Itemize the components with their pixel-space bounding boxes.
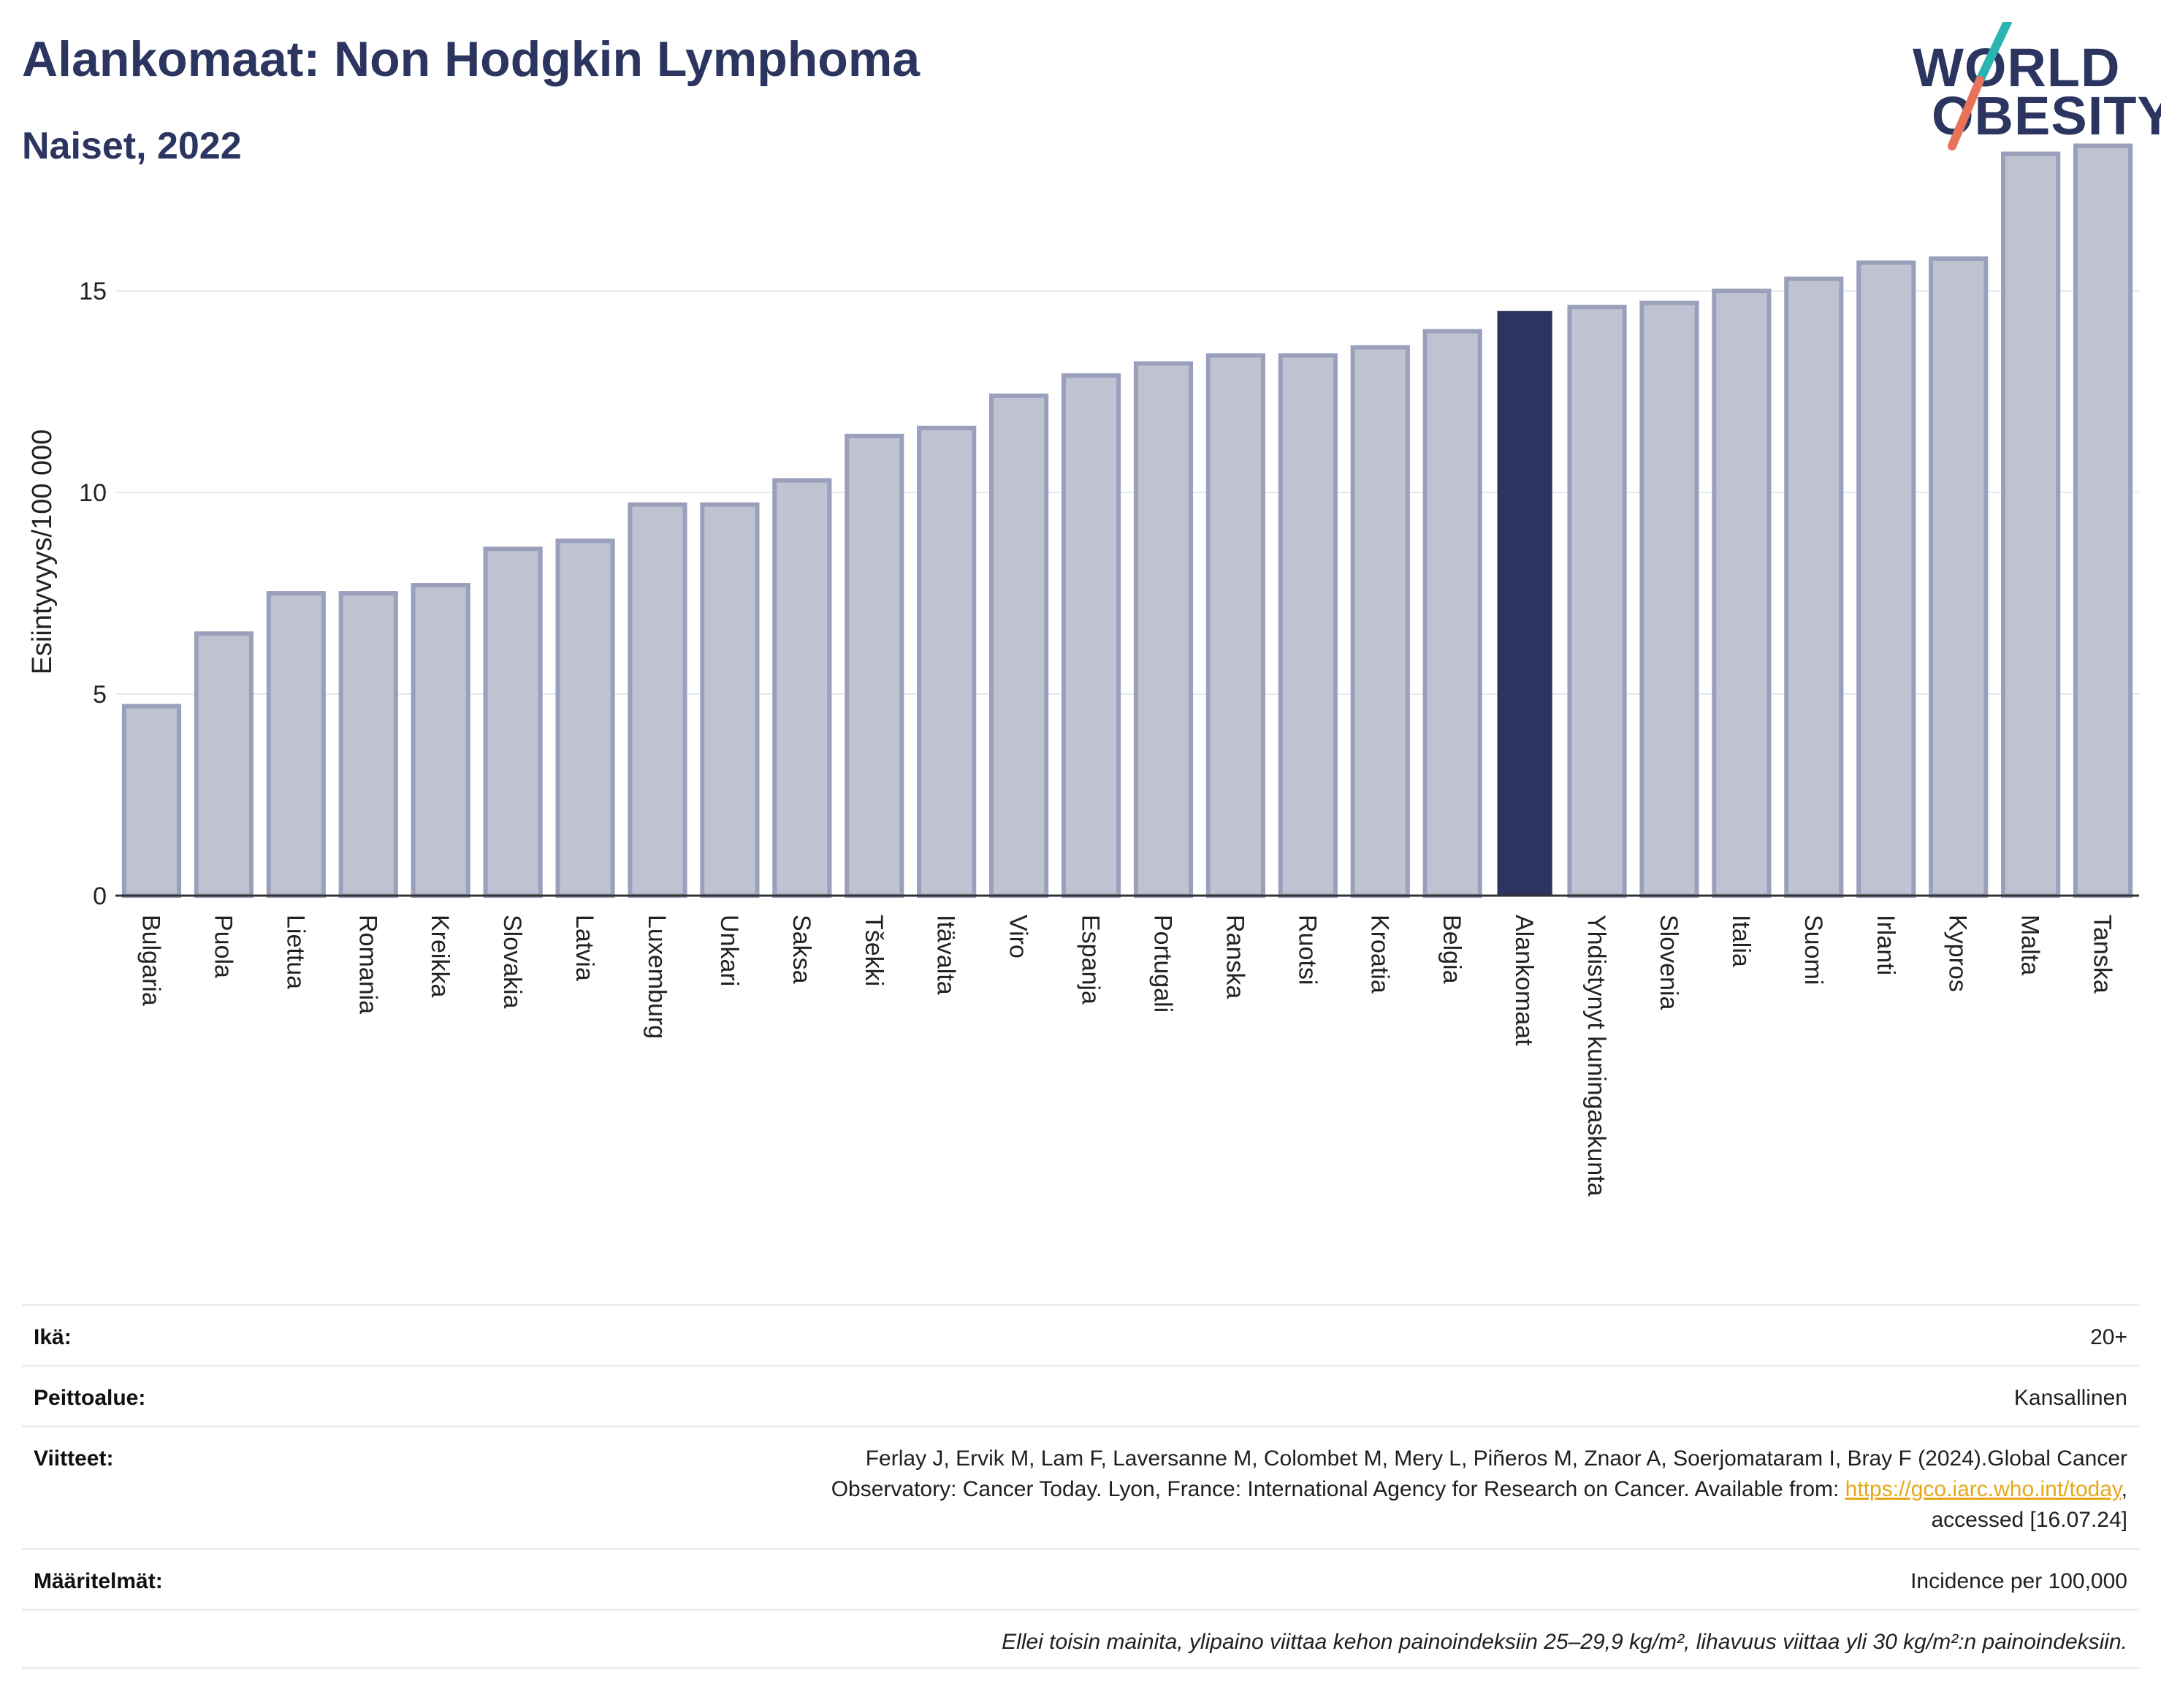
age-label: Ikä: [34, 1325, 72, 1349]
x-tick-label: Slovenia [1655, 915, 1682, 1010]
x-tick-label: Ranska [1221, 915, 1249, 999]
references-line1: Ferlay J, Ervik M, Lam F, Laversanne M, … [865, 1446, 2127, 1471]
definitions-value: Incidence per 100,000 [1910, 1569, 2127, 1593]
bar [772, 478, 832, 898]
references-line2: Observatory: Cancer Today. Lyon, France:… [831, 1477, 1845, 1501]
x-tick-label: Yhdistynyt kuningaskunta [1582, 915, 1610, 1197]
bar [194, 631, 254, 898]
bar [483, 546, 543, 898]
info-row-note: Ellei toisin mainita, ylipaino viittaa k… [22, 1609, 2139, 1669]
info-row-references: Viitteet: Ferlay J, Ervik M, Lam F, Lave… [22, 1425, 2139, 1548]
x-tick-label: Latvia [571, 915, 598, 981]
x-tick-label: Alankomaat [1510, 915, 1538, 1046]
y-tick-label: 5 [93, 681, 107, 709]
bar [266, 591, 326, 898]
info-row-coverage: Peittoalue: Kansallinen [22, 1365, 2139, 1425]
bar [2001, 151, 2061, 898]
x-tick-label: Viro [1005, 915, 1032, 958]
bar [1422, 329, 1482, 898]
bar [917, 425, 977, 898]
y-axis-label: Esiintyvyys/100 000 [27, 430, 58, 675]
x-tick-label: Malta [2016, 915, 2044, 975]
bar [1784, 276, 1844, 898]
x-tick-label: Slovakia [498, 915, 526, 1009]
x-tick-label: Itävalta [932, 915, 960, 995]
bar [1278, 353, 1338, 899]
references-link[interactable]: https://gco.iarc.who.int/today [1845, 1477, 2122, 1501]
world-obesity-logo: WORLD OBESITY [1899, 22, 2161, 153]
bar [1061, 373, 1121, 898]
bar [2073, 143, 2133, 898]
x-tick-label: Unkari [715, 915, 743, 986]
chart-subtitle: Naiset, 2022 [22, 125, 242, 167]
x-tick-label: Tšekki [860, 915, 888, 986]
x-tick-label: Italia [1727, 915, 1755, 967]
bar [1133, 361, 1194, 899]
bar [845, 433, 904, 898]
coverage-label: Peittoalue: [34, 1386, 146, 1410]
bar [1712, 289, 1772, 898]
bar [121, 704, 182, 899]
x-tick-label: Portugali [1148, 915, 1176, 1013]
x-tick-label: Irlanti [1872, 915, 1899, 975]
x-tick-label: Luxemburg [643, 915, 671, 1039]
bar [1567, 305, 1627, 898]
footnote: Ellei toisin mainita, ylipaino viittaa k… [1002, 1630, 2127, 1654]
bar [1929, 256, 1989, 898]
references-value: Ferlay J, Ervik M, Lam F, Laversanne M, … [831, 1444, 2127, 1536]
bar [1350, 345, 1410, 899]
bar-chart: 0 5 10 15 Esiintyvyys/100 000 Bulgaria Puola Li… [27, 143, 2139, 1197]
x-tick-label: Liettua [281, 915, 309, 989]
coverage-value: Kansallinen [2013, 1386, 2127, 1410]
x-tick-label: Espanja [1077, 915, 1105, 1004]
x-tick-label: Puola [209, 915, 237, 978]
references-label: Viitteet: [34, 1446, 114, 1471]
y-tick-label: 10 [79, 479, 107, 507]
bar [555, 538, 615, 898]
x-tick-label: Tanska [2089, 915, 2116, 994]
bar [989, 393, 1049, 898]
definitions-label: Määritelmät: [34, 1569, 163, 1593]
age-value: 20+ [2090, 1325, 2127, 1349]
x-tick-label: Suomi [1799, 915, 1827, 985]
x-tick-label: Saksa [788, 915, 815, 984]
x-tick-label: Ruotsi [1293, 915, 1321, 985]
bar [1856, 260, 1916, 898]
references-line2-end: , [2121, 1477, 2127, 1501]
bar [411, 583, 470, 898]
y-tick-label: 0 [93, 882, 107, 910]
info-table: Ikä: 20+ Peittoalue: Kansallinen Viittee… [22, 1304, 2139, 1669]
bar [1639, 300, 1699, 898]
bar [1497, 310, 1552, 896]
x-tick-label: Bulgaria [137, 915, 164, 1006]
info-row-age: Ikä: 20+ [22, 1304, 2139, 1365]
bar [338, 591, 398, 898]
y-tick-label: 15 [79, 278, 107, 305]
x-tick-label: Kreikka [426, 915, 454, 997]
x-tick-label: Kroatia [1365, 915, 1393, 994]
bar [628, 502, 687, 898]
x-tick-label: Belgia [1438, 915, 1466, 984]
bar [1205, 353, 1265, 899]
logo-line1: WORLD [1913, 37, 2121, 98]
logo-slash-icon [1948, 22, 2012, 150]
info-row-definitions: Määritelmät: Incidence per 100,000 [22, 1548, 2139, 1609]
bar [700, 502, 760, 898]
references-line3: accessed [16.07.24] [1931, 1508, 2127, 1532]
chart-title: Alankomaat: Non Hodgkin Lymphoma [22, 31, 921, 87]
x-tick-label: Kypros [1944, 915, 1972, 992]
x-tick-label: Romania [354, 915, 381, 1014]
